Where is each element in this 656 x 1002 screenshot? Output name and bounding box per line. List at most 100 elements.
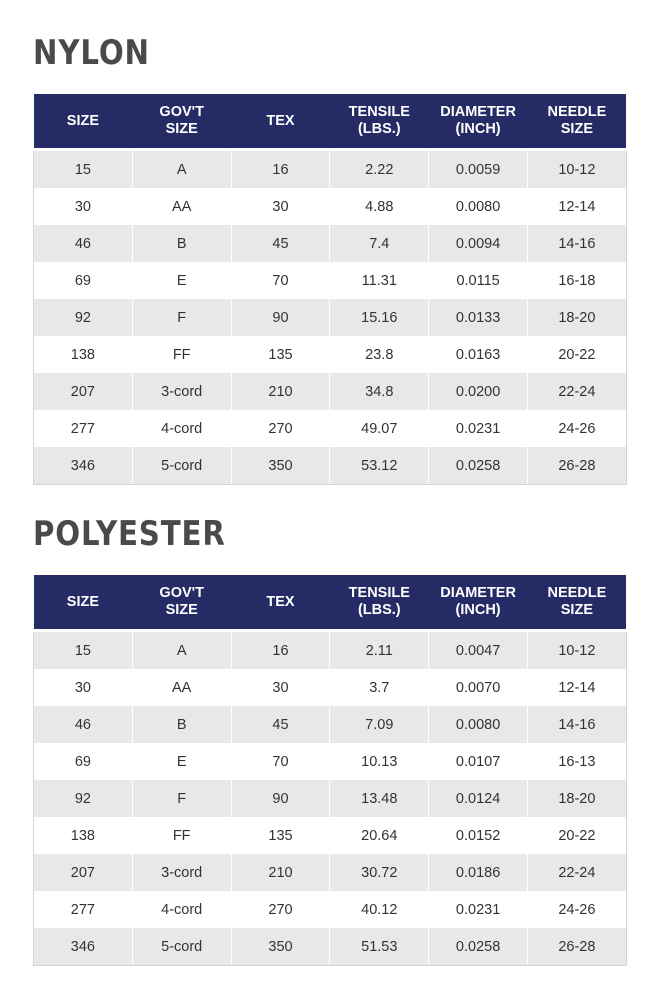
cell-diameter: 0.0115	[428, 262, 528, 299]
column-header-line: NEEDLE	[547, 585, 607, 601]
table-row: 138 FF 135 20.64 0.0152 20-22	[33, 817, 627, 854]
column-header-line: TEX	[266, 593, 295, 610]
cell-size: 207	[33, 854, 133, 891]
cell-needle-size: 12-14	[527, 669, 627, 706]
cell-tex: 135	[231, 817, 331, 854]
table-row: 277 4-cord 270 40.12 0.0231 24-26	[33, 891, 627, 928]
polyester-title: POLYESTER	[33, 514, 226, 554]
cell-tex: 45	[231, 706, 331, 743]
cell-size: 207	[33, 373, 133, 410]
polyester-table: SIZE GOV'T SIZE TEX TENSILE (LBS.) DIAMETER (IN…	[33, 575, 627, 966]
cell-govt-size: A	[132, 632, 232, 669]
column-header-line: DIAMETER	[440, 104, 516, 120]
cell-needle-size: 22-24	[527, 854, 627, 891]
cell-tensile: 13.48	[329, 780, 430, 817]
cell-govt-size: AA	[132, 188, 232, 225]
cell-needle-size: 16-13	[527, 743, 627, 780]
column-header-line: SIZE	[560, 602, 593, 618]
cell-govt-size: F	[132, 780, 232, 817]
table-row: 30 AA 30 4.88 0.0080 12-14	[33, 188, 627, 225]
cell-diameter: 0.0231	[428, 410, 528, 447]
cell-govt-size: FF	[132, 817, 232, 854]
cell-govt-size: E	[132, 743, 232, 780]
cell-diameter: 0.0080	[428, 188, 528, 225]
cell-needle-size: 24-26	[527, 410, 627, 447]
table-row: 15 A 16 2.22 0.0059 10-12	[33, 151, 627, 188]
table-row: 92 F 90 15.16 0.0133 18-20	[33, 299, 627, 336]
cell-diameter: 0.0080	[428, 706, 528, 743]
cell-govt-size: 3-cord	[132, 854, 232, 891]
cell-tex: 135	[231, 336, 331, 373]
cell-diameter: 0.0047	[428, 632, 528, 669]
cell-tensile: 40.12	[329, 891, 430, 928]
cell-diameter: 0.0059	[428, 151, 528, 188]
nylon-table-header: SIZE GOV'T SIZE TEX TENSILE (LBS.) DIAMETER (IN…	[33, 94, 627, 151]
column-header-line: (LBS.)	[357, 602, 401, 618]
column-header-line: GOV'T	[159, 585, 204, 601]
cell-needle-size: 18-20	[527, 299, 627, 336]
cell-tex: 90	[231, 299, 331, 336]
cell-tensile: 7.09	[329, 706, 430, 743]
cell-tensile: 4.88	[329, 188, 430, 225]
cell-needle-size: 14-16	[527, 706, 627, 743]
column-header-line: DIAMETER	[440, 585, 516, 601]
column-header-line: GOV'T	[159, 104, 204, 120]
cell-needle-size: 26-28	[527, 447, 627, 485]
column-header-line: (LBS.)	[357, 121, 401, 137]
table-row: 346 5-cord 350 53.12 0.0258 26-28	[33, 447, 627, 485]
column-header-size: SIZE	[33, 575, 133, 629]
column-header-tensile: TENSILE (LBS.)	[329, 94, 429, 148]
cell-needle-size: 18-20	[527, 780, 627, 817]
column-header-line: SIZE	[560, 121, 593, 137]
polyester-table-header: SIZE GOV'T SIZE TEX TENSILE (LBS.) DIAMETER (IN…	[33, 575, 627, 632]
cell-tensile: 30.72	[329, 854, 430, 891]
cell-tensile: 51.53	[329, 928, 430, 966]
column-header-tensile: TENSILE (LBS.)	[329, 575, 429, 629]
table-row: 69 E 70 10.13 0.0107 16-13	[33, 743, 627, 780]
cell-size: 138	[33, 336, 133, 373]
column-header-diameter: DIAMETER (INCH)	[428, 94, 528, 148]
cell-needle-size: 26-28	[527, 928, 627, 966]
table-row: 207 3-cord 210 34.8 0.0200 22-24	[33, 373, 627, 410]
cell-govt-size: AA	[132, 669, 232, 706]
cell-size: 30	[33, 669, 133, 706]
cell-tensile: 49.07	[329, 410, 430, 447]
column-header-size: SIZE	[33, 94, 133, 148]
cell-diameter: 0.0133	[428, 299, 528, 336]
polyester-table-body: 15 A 16 2.11 0.0047 10-12 30 AA 30 3.7 0.0070 12-14…	[33, 632, 627, 966]
cell-govt-size: B	[132, 225, 232, 262]
table-row: 46 B 45 7.4 0.0094 14-16	[33, 225, 627, 262]
cell-tensile: 2.22	[329, 151, 430, 188]
table-row: 46 B 45 7.09 0.0080 14-16	[33, 706, 627, 743]
column-header-line: SIZE	[66, 112, 100, 129]
column-header-diameter: DIAMETER (INCH)	[428, 575, 528, 629]
cell-size: 346	[33, 447, 133, 485]
column-header-line: (INCH)	[455, 602, 501, 618]
cell-needle-size: 12-14	[527, 188, 627, 225]
table-row: 92 F 90 13.48 0.0124 18-20	[33, 780, 627, 817]
cell-tensile: 23.8	[329, 336, 430, 373]
cell-size: 69	[33, 743, 133, 780]
column-header-line: TENSILE	[348, 585, 410, 601]
cell-diameter: 0.0200	[428, 373, 528, 410]
cell-size: 92	[33, 780, 133, 817]
cell-tensile: 15.16	[329, 299, 430, 336]
cell-tex: 210	[231, 854, 331, 891]
cell-size: 30	[33, 188, 133, 225]
table-row: 277 4-cord 270 49.07 0.0231 24-26	[33, 410, 627, 447]
cell-govt-size: E	[132, 262, 232, 299]
cell-govt-size: 5-cord	[132, 928, 232, 966]
cell-diameter: 0.0094	[428, 225, 528, 262]
cell-tensile: 34.8	[329, 373, 430, 410]
nylon-title: NYLON	[33, 33, 150, 73]
cell-tex: 70	[231, 262, 331, 299]
column-header-govt-size: GOV'T SIZE	[132, 94, 232, 148]
cell-tex: 350	[231, 928, 331, 966]
cell-tensile: 11.31	[329, 262, 430, 299]
cell-govt-size: 3-cord	[132, 373, 232, 410]
cell-needle-size: 24-26	[527, 891, 627, 928]
cell-tensile: 7.4	[329, 225, 430, 262]
cell-tex: 270	[231, 891, 331, 928]
cell-tex: 350	[231, 447, 331, 485]
cell-tex: 30	[231, 669, 331, 706]
